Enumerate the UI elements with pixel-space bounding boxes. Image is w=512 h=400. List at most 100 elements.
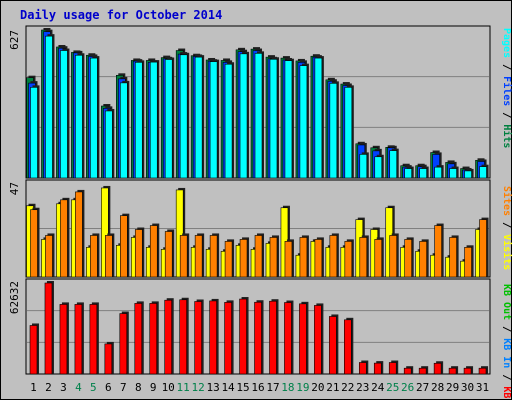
kbf-bar — [44, 282, 53, 375]
sites-bar — [120, 215, 128, 278]
sites-bar — [105, 235, 113, 278]
sites-bar — [134, 229, 143, 278]
pages-bar — [134, 62, 143, 179]
pages-bar — [434, 166, 442, 179]
kbf-bar — [329, 316, 337, 375]
day-label: 3 — [60, 381, 67, 394]
kbf-bar — [418, 367, 427, 375]
kbf-bar — [59, 304, 68, 375]
legend-kb-in: KB In — [501, 338, 512, 368]
sites-bar — [299, 237, 308, 278]
sites-bar — [419, 241, 427, 278]
kbf-bar — [299, 303, 307, 375]
day-label: 19 — [296, 381, 309, 394]
day-label: 13 — [206, 381, 219, 394]
pages-bar — [389, 150, 398, 179]
day-label: 4 — [75, 381, 82, 394]
kbf-bar — [463, 367, 472, 375]
sites-bar — [479, 219, 487, 278]
kbf-bar — [269, 300, 277, 375]
kbf-bar — [478, 367, 487, 375]
day-label: 17 — [266, 381, 279, 394]
pages-bar — [359, 154, 368, 179]
pages-bar — [60, 50, 68, 179]
day-label: 2 — [45, 381, 52, 394]
pages-bar — [314, 57, 323, 179]
pages-bar — [254, 53, 263, 179]
legend-kb-out: KB Out — [501, 284, 512, 320]
day-label: 12 — [192, 381, 205, 394]
kbf-bar — [358, 362, 367, 375]
sites-bar — [284, 241, 293, 278]
kbf-bar — [284, 302, 292, 375]
day-label: 24 — [371, 381, 385, 394]
legend-pages: Pages — [501, 28, 512, 58]
sites-bar — [164, 231, 173, 278]
kbf-bar — [179, 299, 187, 375]
kbf-bar — [134, 303, 143, 375]
pages-bar — [179, 54, 188, 179]
kbf-bar — [254, 301, 262, 375]
pages-bar — [120, 82, 128, 179]
sites-bar — [344, 241, 353, 278]
pages-bar — [239, 53, 248, 179]
pages-bar — [269, 58, 278, 179]
pages-bar — [449, 168, 457, 179]
sites-bar — [269, 237, 278, 278]
kbf-bar — [209, 300, 217, 375]
kbf-bar — [74, 304, 83, 375]
sites-bar — [30, 209, 38, 278]
kbf-bar — [388, 362, 397, 375]
pages-bar — [90, 57, 98, 179]
pages-bar — [149, 61, 158, 179]
sites-bar — [449, 237, 457, 278]
sites-bar — [329, 235, 338, 278]
day-label: 5 — [90, 381, 97, 394]
day-label: 7 — [120, 381, 127, 394]
sites-bar — [404, 239, 412, 278]
sites-bar — [75, 191, 83, 278]
visits-ymax-label: 47 — [8, 182, 21, 195]
pages-bar — [224, 63, 233, 179]
hits-ymax-label: 627 — [8, 30, 21, 50]
day-label: 8 — [135, 381, 142, 394]
pages-bar — [479, 166, 487, 179]
legend-files: Files — [501, 76, 512, 106]
day-label: 1 — [30, 381, 37, 394]
kbytes-legend: KB Out / KB In / KB F — [501, 284, 512, 400]
sites-bar — [254, 235, 263, 278]
pages-bar — [464, 170, 472, 179]
day-label: 27 — [416, 381, 429, 394]
kbf-bar — [104, 343, 113, 375]
kbf-bar — [403, 367, 412, 375]
sites-bar — [45, 235, 53, 278]
day-label: 14 — [221, 381, 235, 394]
pages-bar — [329, 83, 338, 179]
sites-bar — [224, 241, 233, 278]
pages-bar — [209, 61, 218, 179]
sites-bar — [60, 199, 68, 278]
hits-legend: Pages / Files / Hits — [501, 28, 512, 148]
pages-bar — [374, 156, 383, 179]
pages-bar — [419, 168, 427, 179]
day-label: 18 — [281, 381, 294, 394]
kbf-bar — [239, 298, 247, 375]
sites-bar — [359, 237, 368, 278]
sites-bar — [389, 235, 398, 278]
sites-bar — [149, 225, 158, 278]
kbf-bar — [29, 325, 38, 375]
kbf-bar — [194, 301, 202, 375]
legend-hits: Hits — [501, 124, 512, 148]
day-label: 26 — [401, 381, 414, 394]
pages-bar — [164, 59, 173, 179]
pages-bar — [194, 56, 203, 179]
sites-bar — [314, 239, 323, 278]
kbf-bar — [373, 362, 382, 375]
day-label: 30 — [461, 381, 474, 394]
kbytes-ymax-label: 62632 — [8, 281, 21, 314]
kbf-bar — [448, 367, 457, 375]
kbf-bar — [164, 299, 173, 375]
day-label: 11 — [177, 381, 190, 394]
day-label: 20 — [311, 381, 324, 394]
